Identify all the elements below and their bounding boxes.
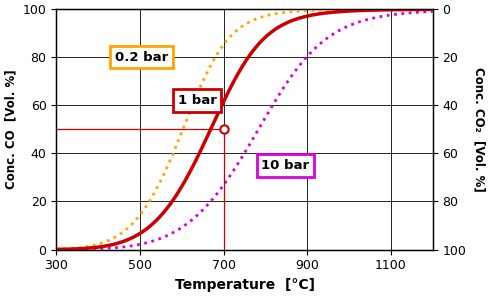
Text: 0.2 bar: 0.2 bar: [115, 51, 168, 64]
X-axis label: Temperature  [°C]: Temperature [°C]: [174, 278, 315, 292]
Y-axis label: Conc. CO  [Vol. %]: Conc. CO [Vol. %]: [4, 70, 17, 189]
Y-axis label: Conc. CO₂  [Vol. %]: Conc. CO₂ [Vol. %]: [473, 67, 486, 192]
Text: 1 bar: 1 bar: [178, 94, 217, 107]
Text: 10 bar: 10 bar: [261, 159, 309, 172]
